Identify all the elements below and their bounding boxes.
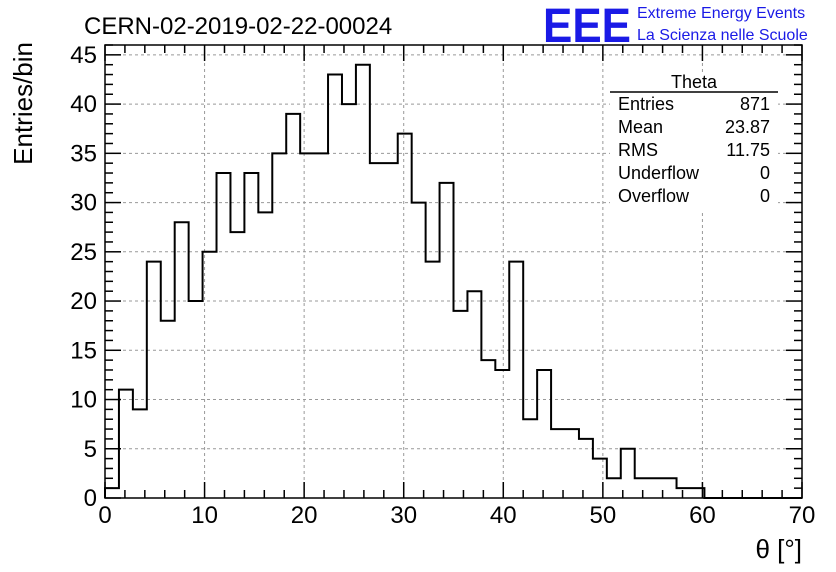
- stats-row-value: 0: [760, 186, 770, 206]
- y-axis-label: Entries/bin: [8, 42, 38, 165]
- y-tick-label: 45: [70, 42, 97, 69]
- histogram-step-line: [104, 63, 802, 499]
- stats-row-value: 0: [760, 163, 770, 183]
- chart-title: CERN-02-2019-02-22-00024: [84, 13, 392, 40]
- histogram-bin: [203, 252, 217, 498]
- eee-logo: EEE Extreme Energy Events La Scienza nel…: [543, 0, 808, 53]
- histogram-bin: [370, 163, 384, 498]
- histogram-bin: [579, 439, 593, 498]
- y-tick-label: 15: [70, 337, 97, 364]
- eee-logo-line2: La Scienza nelle Scuole: [637, 27, 808, 44]
- histogram-bin: [523, 419, 537, 498]
- stats-row-value: 11.75: [726, 140, 770, 160]
- histogram-bin: [412, 203, 426, 498]
- x-axis-label: θ [°]: [755, 534, 802, 564]
- y-tick-label: 0: [84, 485, 97, 512]
- stats-row-label: RMS: [618, 140, 658, 160]
- x-tick-label: 10: [191, 502, 218, 529]
- histogram-bin: [384, 163, 398, 498]
- x-tick-label: 30: [390, 502, 417, 529]
- histogram-bin: [272, 153, 286, 498]
- histogram-bin: [119, 390, 133, 498]
- histogram-bin: [677, 488, 691, 498]
- stats-box-bg: [610, 72, 778, 210]
- histogram-bin: [398, 134, 412, 498]
- histogram-bin: [286, 114, 300, 498]
- histogram-bin: [217, 173, 231, 498]
- stats-row-label: Underflow: [618, 163, 700, 183]
- histogram-bin: [230, 232, 244, 498]
- axis-ticks: [104, 44, 803, 499]
- histogram-bin: [300, 153, 314, 498]
- x-tick-label: 70: [789, 502, 816, 529]
- histogram-bin: [258, 212, 272, 498]
- histogram-bin: [105, 488, 119, 498]
- histogram-bin: [467, 291, 481, 498]
- stats-box: Theta Entries 871 Mean 23.87 RMS 11.75 Underfl…: [610, 72, 778, 210]
- y-tick-label: 20: [70, 288, 97, 315]
- histogram-bin: [509, 262, 523, 498]
- histogram-bin: [607, 478, 621, 498]
- histogram-bin: [147, 262, 161, 498]
- histogram-bin: [495, 370, 509, 498]
- histogram-bin: [551, 429, 565, 498]
- histogram-bins: [104, 63, 802, 499]
- y-tick-label: 25: [70, 239, 97, 266]
- x-tick-label: 50: [590, 502, 617, 529]
- histogram-bin: [133, 409, 147, 498]
- histogram-bin: [426, 262, 440, 498]
- histogram-bin: [481, 360, 495, 498]
- histogram-bin: [328, 75, 342, 498]
- stats-row-label: Mean: [618, 117, 663, 137]
- x-tick-label: 0: [98, 502, 111, 529]
- histogram-bin: [649, 478, 663, 498]
- y-tick-label: 5: [84, 436, 97, 463]
- stats-row-value: 871: [740, 94, 770, 114]
- y-tick-label: 40: [70, 91, 97, 118]
- y-tick-label: 35: [70, 140, 97, 167]
- stats-row-label: Entries: [618, 94, 674, 114]
- histogram-bin: [663, 478, 677, 498]
- histogram-bin: [593, 459, 607, 498]
- x-tick-label: 60: [689, 502, 716, 529]
- stats-box-title: Theta: [671, 72, 718, 92]
- y-tick-label: 10: [70, 387, 97, 414]
- stats-row-value: 23.87: [725, 117, 770, 137]
- x-tick-label: 40: [490, 502, 517, 529]
- x-tick-label: 20: [291, 502, 318, 529]
- eee-logo-line1: Extreme Energy Events: [637, 5, 805, 22]
- histogram-bin: [161, 321, 175, 498]
- histogram-bin: [342, 104, 356, 498]
- x-tick-labels: 0 10 20 30 40 50 60 70: [98, 502, 815, 529]
- histogram-bin: [356, 65, 370, 498]
- y-tick-label: 30: [70, 190, 97, 217]
- y-tick-labels: 0 5 10 15 20 25 30 35 40 45: [70, 42, 97, 512]
- histogram-bin: [565, 429, 579, 498]
- stats-row-label: Overflow: [618, 186, 690, 206]
- histogram-bin: [454, 311, 468, 498]
- histogram-bin: [440, 183, 454, 498]
- histogram-bin: [189, 301, 203, 498]
- histogram-bin: [635, 478, 649, 498]
- eee-logo-mark: EEE: [543, 0, 631, 53]
- histogram-bin: [244, 173, 258, 498]
- histogram-bin: [537, 370, 551, 498]
- histogram-bin: [314, 153, 328, 498]
- histogram-bin: [175, 222, 189, 498]
